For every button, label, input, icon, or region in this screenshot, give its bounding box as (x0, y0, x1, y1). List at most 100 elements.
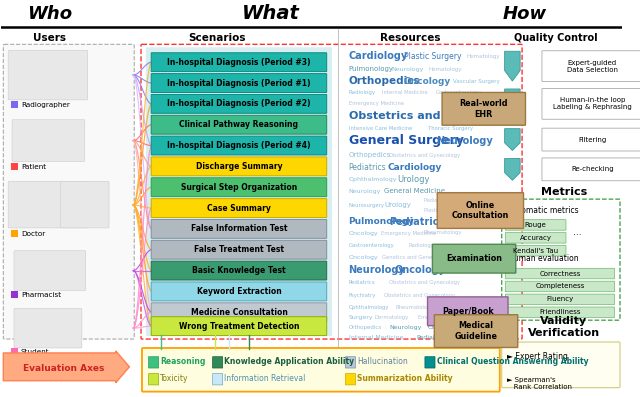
FancyBboxPatch shape (151, 53, 326, 71)
Text: Neurology: Neurology (436, 136, 493, 146)
Text: Hematology: Hematology (428, 67, 461, 71)
FancyBboxPatch shape (428, 297, 508, 326)
FancyBboxPatch shape (502, 342, 620, 388)
Polygon shape (504, 51, 520, 81)
FancyBboxPatch shape (506, 281, 614, 292)
Text: Automatic metrics: Automatic metrics (508, 206, 578, 214)
Text: Human-in-the loop
Labeling & Rephrasing: Human-in-the loop Labeling & Rephrasing (553, 97, 632, 110)
Text: Plastic surgery: Plastic surgery (424, 208, 460, 212)
Text: Gastroenterology: Gastroenterology (349, 243, 394, 248)
Text: Surgical Step Organization: Surgical Step Organization (181, 183, 297, 192)
Text: Filtering: Filtering (579, 137, 607, 143)
FancyBboxPatch shape (146, 47, 332, 336)
FancyBboxPatch shape (542, 89, 640, 119)
Text: Pediatrics: Pediatrics (349, 163, 386, 172)
FancyBboxPatch shape (142, 348, 500, 392)
Text: Genetics and Genetics: Genetics and Genetics (383, 255, 442, 260)
Text: Fluency: Fluency (547, 296, 573, 303)
Text: Thoracic Surgery: Thoracic Surgery (428, 126, 473, 131)
Text: Expert-guided
Data Selection: Expert-guided Data Selection (567, 60, 618, 73)
Text: Oncology: Oncology (394, 264, 445, 275)
Text: ► Expert Rating: ► Expert Rating (507, 353, 568, 361)
Text: Cardiology: Cardiology (387, 163, 442, 172)
Text: Oncology: Oncology (404, 77, 451, 85)
Text: Clinical Pathway Reasoning: Clinical Pathway Reasoning (179, 120, 298, 129)
Text: Neurology: Neurology (349, 189, 381, 194)
Text: Accuracy: Accuracy (520, 235, 552, 241)
Text: Knowledge Application Ability: Knowledge Application Ability (225, 357, 355, 366)
Text: Human evaluation: Human evaluation (508, 254, 578, 263)
Text: Oncology: Oncology (349, 255, 378, 260)
Text: Obstetrics and Gynecology: Obstetrics and Gynecology (389, 153, 460, 158)
FancyBboxPatch shape (8, 50, 88, 100)
Text: Orthopedics: Orthopedics (349, 325, 382, 330)
Text: Rouge: Rouge (525, 222, 547, 228)
Text: Obstetrics and Gynecology: Obstetrics and Gynecology (385, 293, 456, 298)
Polygon shape (504, 89, 520, 119)
Text: False Information Test: False Information Test (191, 224, 287, 233)
Text: In-hospital Diagnosis (Period #1): In-hospital Diagnosis (Period #1) (167, 79, 310, 87)
Text: Friendliness: Friendliness (539, 309, 580, 315)
Text: Orthopedics: Orthopedics (349, 152, 391, 158)
Text: Obstetrics and Gynecology: Obstetrics and Gynecology (389, 280, 460, 285)
Text: ...: ... (573, 228, 582, 237)
Text: Psychiatry: Psychiatry (349, 293, 376, 298)
FancyBboxPatch shape (151, 157, 326, 176)
FancyBboxPatch shape (151, 115, 326, 134)
Text: Emergency Medicine: Emergency Medicine (349, 101, 404, 106)
FancyBboxPatch shape (3, 44, 134, 339)
FancyBboxPatch shape (212, 357, 223, 368)
Text: False Treatment Test: False Treatment Test (194, 245, 284, 254)
Bar (11, 291, 18, 299)
FancyBboxPatch shape (435, 315, 518, 347)
FancyBboxPatch shape (506, 220, 566, 230)
Text: General Surgery: General Surgery (349, 134, 463, 147)
Polygon shape (504, 129, 520, 150)
Text: Pediatrics: Pediatrics (389, 217, 445, 227)
Text: Internal Medicine: Internal Medicine (349, 335, 403, 339)
Text: Intensive Care Medicine: Intensive Care Medicine (349, 126, 412, 131)
Text: Pulmonology: Pulmonology (349, 66, 394, 72)
Text: Reasoning: Reasoning (161, 357, 206, 366)
Text: Summarization Ability: Summarization Ability (357, 374, 453, 383)
Text: Pediatrics: Pediatrics (417, 335, 447, 339)
Text: Information Retrieval: Information Retrieval (225, 374, 306, 383)
FancyBboxPatch shape (442, 93, 525, 125)
Text: Case Summary: Case Summary (207, 204, 271, 212)
FancyBboxPatch shape (151, 136, 326, 155)
Text: Dermatology: Dermatology (374, 315, 409, 320)
Bar (11, 164, 18, 170)
Text: Doctor: Doctor (20, 231, 45, 237)
Text: Neurosurgery: Neurosurgery (349, 202, 385, 208)
FancyArrow shape (3, 351, 129, 383)
FancyBboxPatch shape (506, 245, 566, 256)
Text: Resources: Resources (380, 33, 441, 43)
Text: Emergency Medicine: Emergency Medicine (381, 231, 436, 236)
Text: How: How (503, 4, 547, 23)
Text: In-hospital Diagnosis (Period #2): In-hospital Diagnosis (Period #2) (167, 99, 310, 108)
FancyBboxPatch shape (61, 181, 109, 228)
Text: Ophthalmology: Ophthalmology (349, 305, 389, 310)
Text: Completeness: Completeness (535, 283, 584, 289)
Text: General Medicine: General Medicine (385, 188, 445, 194)
Text: Evaluation Axes: Evaluation Axes (23, 364, 104, 373)
Text: Pulmonology: Pulmonology (349, 218, 414, 226)
Text: Urology: Urology (385, 202, 412, 208)
Bar (11, 348, 18, 355)
Text: Discharge Summary: Discharge Summary (196, 162, 282, 171)
FancyBboxPatch shape (151, 220, 326, 238)
Text: Pediatric Surgery: Pediatric Surgery (424, 198, 467, 202)
Polygon shape (504, 158, 520, 180)
Text: Basic Knowledge Test: Basic Knowledge Test (192, 266, 285, 275)
FancyBboxPatch shape (151, 178, 326, 197)
FancyBboxPatch shape (437, 193, 524, 228)
FancyBboxPatch shape (151, 198, 326, 218)
FancyBboxPatch shape (151, 282, 326, 301)
Text: Users: Users (33, 33, 67, 43)
Text: Rheumatology: Rheumatology (395, 305, 433, 310)
Text: Orthopedics: Orthopedics (349, 76, 420, 86)
Text: Keyword Extraction: Keyword Extraction (196, 287, 282, 296)
Text: Neurology: Neurology (391, 67, 424, 71)
Text: Radiology: Radiology (408, 243, 435, 248)
Text: Internal Medicine: Internal Medicine (383, 91, 428, 95)
